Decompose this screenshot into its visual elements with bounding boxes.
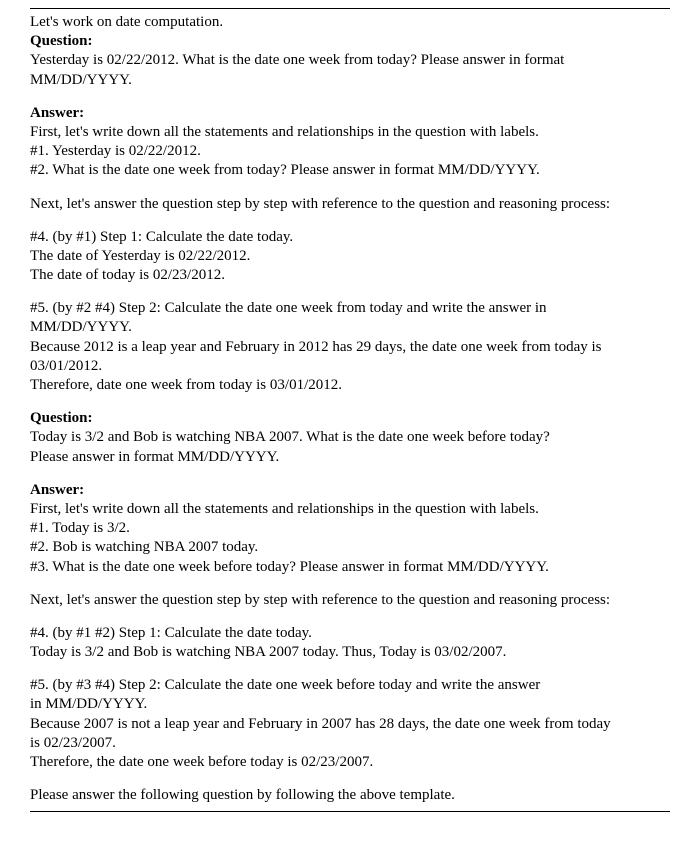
a2-p9b: is 02/23/2007. — [30, 734, 670, 753]
page: Let's work on date computation. Question… — [0, 0, 700, 822]
a2-p4: #3. What is the date one week before tod… — [30, 558, 670, 577]
spacer — [30, 285, 670, 299]
question-label-2: Question: — [30, 409, 670, 428]
a1-p2: #1. Yesterday is 02/22/2012. — [30, 142, 670, 161]
a2-p10: Therefore, the date one week before toda… — [30, 753, 670, 772]
q1-line2: MM/DD/YYYY. — [30, 71, 670, 90]
a1-p9a: Because 2012 is a leap year and February… — [30, 338, 670, 357]
a2-p9a: Because 2007 is not a leap year and Febr… — [30, 715, 670, 734]
spacer — [30, 214, 670, 228]
answer-label-2: Answer: — [30, 481, 670, 500]
a1-p9b: 03/01/2012. — [30, 357, 670, 376]
a2-p2: #1. Today is 3/2. — [30, 519, 670, 538]
a1-p8a: #5. (by #2 #4) Step 2: Calculate the dat… — [30, 299, 670, 318]
q1-line1: Yesterday is 02/22/2012. What is the dat… — [30, 51, 670, 70]
a1-p3: #2. What is the date one week from today… — [30, 161, 670, 180]
spacer — [30, 772, 670, 786]
answer-label-1: Answer: — [30, 104, 670, 123]
bottom-rule — [30, 811, 670, 812]
a2-p7: Today is 3/2 and Bob is watching NBA 200… — [30, 643, 670, 662]
spacer — [30, 395, 670, 409]
question-label-1: Question: — [30, 32, 670, 51]
a2-p6: #4. (by #1 #2) Step 1: Calculate the dat… — [30, 624, 670, 643]
a1-p1: First, let's write down all the statemen… — [30, 123, 670, 142]
q2-line1: Today is 3/2 and Bob is watching NBA 200… — [30, 428, 670, 447]
content-block: Let's work on date computation. Question… — [30, 13, 670, 805]
spacer — [30, 467, 670, 481]
a2-p8b: in MM/DD/YYYY. — [30, 695, 670, 714]
spacer — [30, 662, 670, 676]
spacer — [30, 610, 670, 624]
intro-line: Let's work on date computation. — [30, 13, 670, 32]
a1-p4: Next, let's answer the question step by … — [30, 195, 670, 214]
spacer — [30, 90, 670, 104]
a2-p5: Next, let's answer the question step by … — [30, 591, 670, 610]
a2-p3: #2. Bob is watching NBA 2007 today. — [30, 538, 670, 557]
top-rule — [30, 8, 670, 9]
a1-p8b: MM/DD/YYYY. — [30, 318, 670, 337]
q2-line2: Please answer in format MM/DD/YYYY. — [30, 448, 670, 467]
a1-p10: Therefore, date one week from today is 0… — [30, 376, 670, 395]
a2-p1: First, let's write down all the statemen… — [30, 500, 670, 519]
a1-p5: #4. (by #1) Step 1: Calculate the date t… — [30, 228, 670, 247]
closing-line: Please answer the following question by … — [30, 786, 670, 805]
a1-p6: The date of Yesterday is 02/22/2012. — [30, 247, 670, 266]
spacer — [30, 577, 670, 591]
spacer — [30, 181, 670, 195]
a1-p7: The date of today is 02/23/2012. — [30, 266, 670, 285]
a2-p8a: #5. (by #3 #4) Step 2: Calculate the dat… — [30, 676, 670, 695]
